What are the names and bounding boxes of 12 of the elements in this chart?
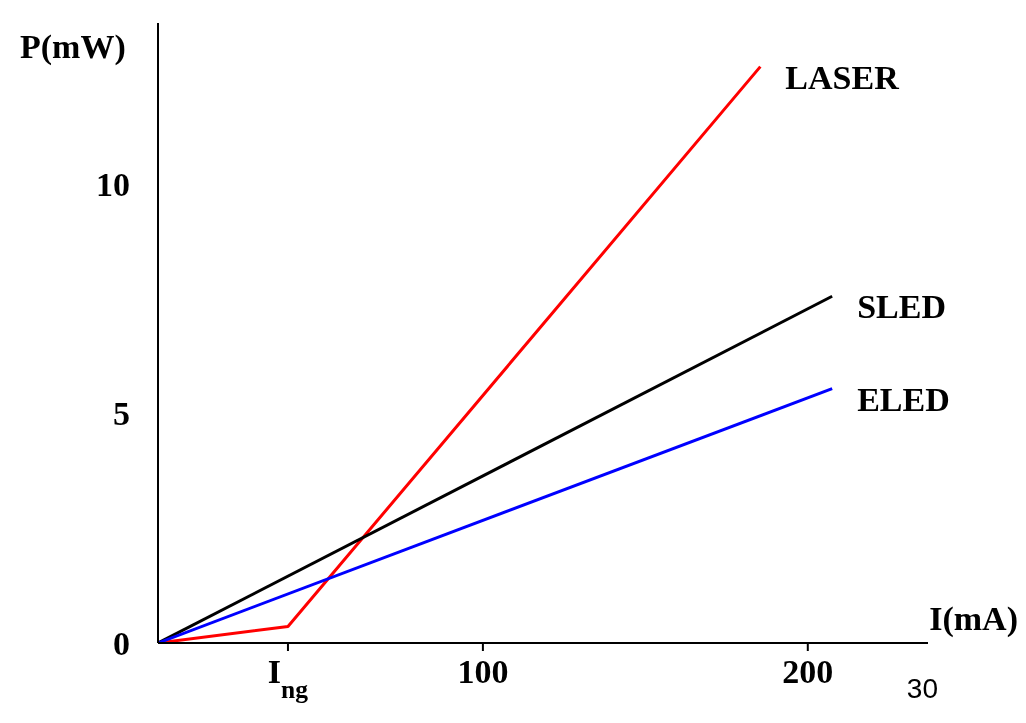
x-tick-label: 100 [457, 653, 509, 690]
x-tick-label: I$_{ng}$ [267, 653, 309, 704]
y-tick-label: 5 [113, 395, 130, 433]
x-axis-title: I(mA) [929, 600, 1018, 638]
x-tick-label: 200 [782, 653, 834, 690]
y-axis-title: P(mW) [20, 28, 126, 66]
y-tick-label: 10 [96, 165, 130, 203]
y-tick-label: 0 [113, 625, 130, 662]
series-label: LASER [785, 58, 900, 96]
series-label: SLED [857, 288, 946, 326]
text: 30 [906, 673, 938, 705]
series-label: ELED [857, 380, 950, 418]
